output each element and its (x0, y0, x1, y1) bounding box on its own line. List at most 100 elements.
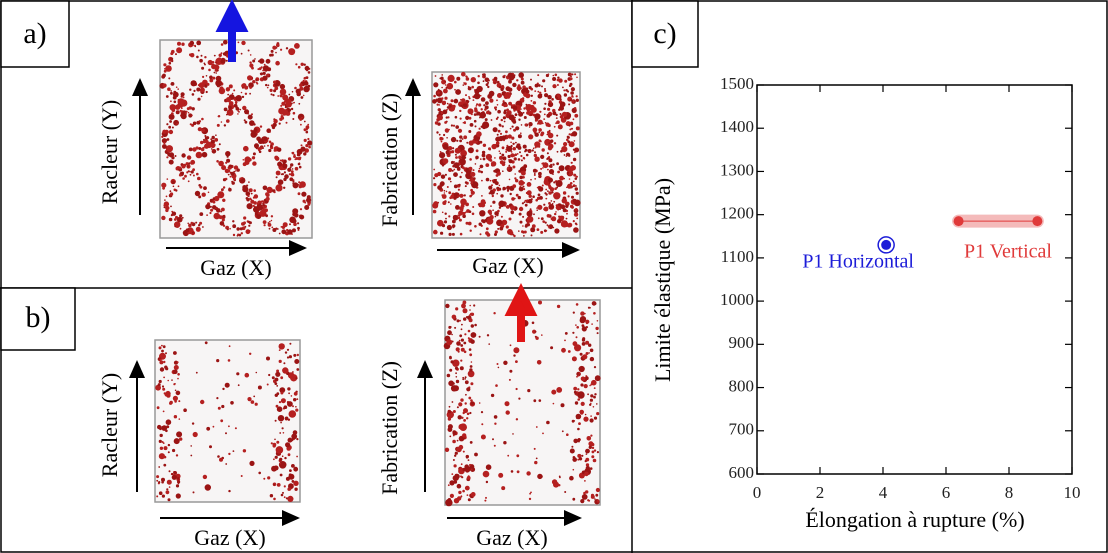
pore (551, 389, 557, 395)
pore (485, 177, 490, 182)
pore (161, 494, 165, 498)
pore (524, 123, 528, 127)
pore (521, 176, 523, 179)
pore (156, 495, 159, 498)
pore (170, 472, 174, 476)
pore (459, 117, 462, 120)
pore (433, 183, 437, 187)
pore (520, 87, 522, 89)
pore (563, 89, 566, 92)
pore (476, 103, 479, 106)
pore (460, 475, 462, 478)
pore (272, 94, 275, 97)
pore (572, 157, 577, 162)
pore (528, 194, 532, 198)
pore (287, 229, 293, 235)
pore (458, 423, 465, 430)
pore (484, 118, 488, 122)
pore (457, 415, 462, 420)
pore (554, 212, 557, 216)
pore (169, 192, 174, 196)
pore (517, 110, 521, 114)
pore (279, 159, 282, 162)
pore (499, 226, 504, 231)
pore (470, 171, 476, 177)
pore (460, 359, 463, 362)
pore (491, 194, 494, 198)
x-tick-label: 10 (1064, 483, 1081, 502)
pore (282, 161, 286, 165)
pore (474, 452, 478, 457)
pore (279, 462, 281, 465)
direction-arrow (504, 283, 538, 342)
pore (297, 162, 301, 166)
pore (269, 88, 273, 92)
pore (217, 191, 225, 199)
pore (491, 184, 493, 187)
pore (514, 157, 517, 161)
y-tick-label: 1200 (720, 204, 754, 223)
pore (594, 375, 601, 382)
x-tick-label: 2 (816, 483, 825, 502)
pore (588, 343, 592, 347)
pore (210, 75, 213, 78)
pore (497, 93, 502, 98)
pore (499, 155, 503, 160)
pore (537, 74, 540, 77)
pore (460, 338, 464, 342)
pore (556, 150, 559, 153)
pore (503, 159, 506, 161)
pore (270, 215, 274, 218)
pore (520, 80, 525, 85)
pore (216, 359, 220, 363)
pore (445, 86, 448, 89)
point (1032, 216, 1043, 227)
pore (159, 446, 164, 450)
pore (277, 147, 282, 152)
pore (574, 113, 579, 118)
pore (523, 157, 526, 160)
pore (573, 107, 577, 110)
pore (479, 111, 486, 119)
pore (502, 102, 505, 105)
pore (512, 184, 517, 189)
pore (190, 80, 197, 87)
pore (565, 220, 567, 223)
pore (569, 448, 575, 454)
pore (590, 394, 594, 398)
pore (292, 371, 294, 373)
pore (523, 165, 527, 168)
pore (191, 107, 195, 111)
pore (291, 173, 295, 177)
pore (166, 488, 169, 491)
pore (219, 221, 225, 226)
pore (279, 94, 283, 98)
pore (513, 354, 516, 357)
pore (214, 64, 220, 70)
pore (524, 150, 527, 153)
pore (450, 180, 452, 183)
pore (493, 415, 498, 419)
pore (165, 195, 168, 198)
pore (238, 233, 242, 237)
pore (454, 115, 458, 119)
pore (522, 215, 525, 218)
pore (196, 40, 202, 46)
pore (472, 206, 475, 208)
pore (206, 426, 211, 431)
pore (225, 170, 229, 174)
pore (191, 114, 193, 117)
pore (462, 411, 465, 415)
pore (572, 457, 577, 462)
pore (240, 181, 243, 183)
pore (496, 363, 499, 365)
pore (546, 133, 549, 136)
pore (514, 113, 518, 116)
pore (528, 134, 534, 140)
pore (265, 58, 271, 64)
pore (288, 173, 291, 176)
pore (232, 224, 237, 229)
pore (542, 79, 546, 83)
pore (550, 346, 554, 350)
pore (437, 109, 440, 111)
